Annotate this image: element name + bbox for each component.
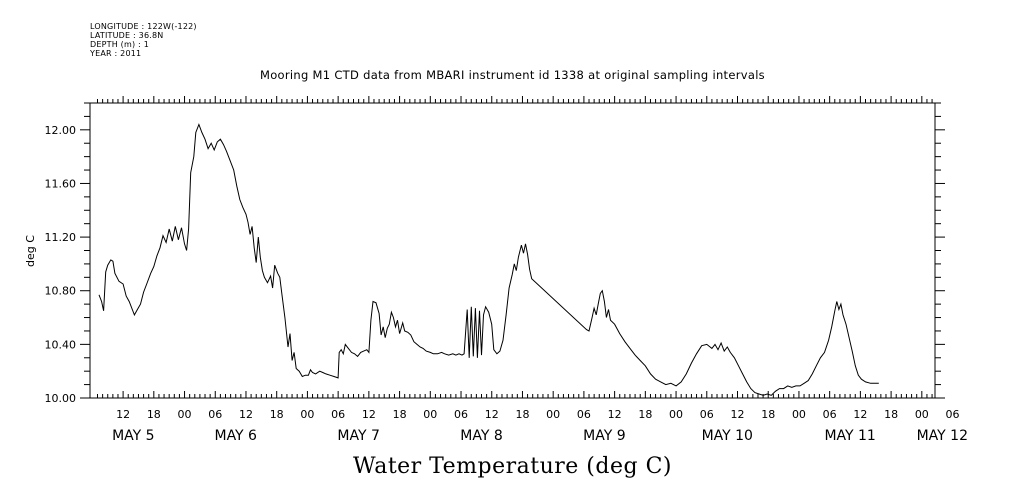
x-hour-label: 00: [669, 408, 683, 421]
x-hour-label: 18: [393, 408, 407, 421]
x-hour-label: 12: [116, 408, 130, 421]
x-hour-label: 06: [331, 408, 345, 421]
x-day-label: MAY 6: [214, 428, 257, 444]
x-hour-label: 18: [884, 408, 898, 421]
x-day-label: MAY 8: [460, 428, 502, 444]
chart-title: Mooring M1 CTD data from MBARI instrumen…: [260, 68, 765, 82]
chart-subtitle: Water Temperature (deg C): [353, 454, 672, 479]
meta-year: YEAR : 2011: [90, 49, 142, 58]
y-tick-label: 10.40: [45, 338, 77, 351]
x-hour-label: 06: [208, 408, 222, 421]
x-hour-label: 00: [178, 408, 192, 421]
x-hour-label: 18: [147, 408, 161, 421]
station-metadata: LONGITUDE : 122W(-122) LATITUDE : 36.8N …: [90, 22, 197, 58]
x-hour-label: 06: [700, 408, 714, 421]
x-hour-label: 06: [454, 408, 468, 421]
x-day-label: MAY 5: [112, 428, 154, 444]
x-hour-label: 12: [485, 408, 499, 421]
x-day-label: MAY 7: [337, 428, 379, 444]
x-hour-label: 00: [546, 408, 560, 421]
y-axis-label: deg C: [24, 235, 37, 267]
plot-frame: [89, 102, 936, 399]
x-hour-label: 12: [362, 408, 376, 421]
series-line-water-temperature: [98, 123, 879, 396]
y-tick-label: 10.80: [45, 285, 77, 298]
x-day-label: MAY 11: [824, 428, 875, 444]
x-hour-label: 00: [423, 408, 437, 421]
meta-latitude: LATITUDE : 36.8N: [90, 31, 164, 40]
meta-longitude: LONGITUDE : 122W(-122): [90, 22, 197, 31]
x-hour-label: 12: [731, 408, 745, 421]
x-day-label: MAY 10: [702, 428, 753, 444]
x-hour-label: 18: [761, 408, 775, 421]
x-day-label: MAY 12: [917, 428, 968, 444]
x-hour-label: 12: [608, 408, 622, 421]
x-hour-label: 06: [946, 408, 960, 421]
x-hour-label: 18: [515, 408, 529, 421]
x-hour-label: 06: [577, 408, 591, 421]
axis-tick-labels: 10.00 10.40 10.80 11.20 11.60 12.00 12 18 00 06 12…: [45, 124, 968, 444]
axis-ticks: [80, 96, 945, 399]
y-tick-label: 10.00: [45, 392, 77, 405]
meta-depth: DEPTH (m) : 1: [90, 40, 149, 49]
y-tick-label: 11.60: [45, 177, 77, 190]
y-tick-label: 11.20: [45, 231, 77, 244]
x-hour-label: 00: [300, 408, 314, 421]
x-hour-label: 12: [853, 408, 867, 421]
x-hour-label: 00: [915, 408, 929, 421]
x-hour-label: 18: [638, 408, 652, 421]
x-hour-label: 12: [239, 408, 253, 421]
x-hour-label: 00: [792, 408, 806, 421]
y-tick-label: 12.00: [45, 124, 77, 137]
x-hour-label: 18: [270, 408, 284, 421]
x-hour-label: 06: [823, 408, 837, 421]
x-day-label: MAY 9: [583, 428, 625, 444]
